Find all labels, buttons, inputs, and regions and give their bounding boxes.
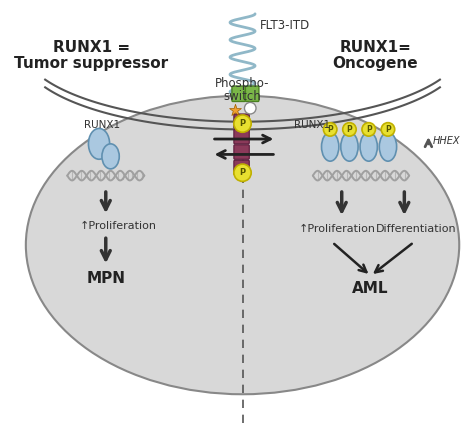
FancyBboxPatch shape bbox=[246, 86, 259, 102]
Text: RUNX1: RUNX1 bbox=[83, 119, 120, 129]
FancyBboxPatch shape bbox=[234, 114, 249, 129]
FancyBboxPatch shape bbox=[234, 145, 249, 159]
Ellipse shape bbox=[341, 132, 358, 161]
Text: P: P bbox=[328, 125, 333, 134]
Text: FLT3-ITD: FLT3-ITD bbox=[260, 19, 310, 32]
Circle shape bbox=[343, 123, 356, 136]
Text: RUNX1 =: RUNX1 = bbox=[53, 40, 130, 55]
Text: ↑Proliferation: ↑Proliferation bbox=[80, 221, 157, 231]
Circle shape bbox=[381, 123, 395, 136]
Bar bbox=[14, 8, 471, 139]
Text: MPN: MPN bbox=[86, 271, 125, 286]
Text: P: P bbox=[366, 125, 372, 134]
Ellipse shape bbox=[321, 132, 339, 161]
Text: P: P bbox=[385, 125, 391, 134]
Circle shape bbox=[234, 164, 251, 181]
Text: AML: AML bbox=[352, 281, 389, 296]
Text: Oncogene: Oncogene bbox=[333, 56, 418, 72]
Text: Differentiation: Differentiation bbox=[375, 224, 456, 234]
Circle shape bbox=[323, 123, 337, 136]
Text: RUNX1=: RUNX1= bbox=[339, 40, 411, 55]
Text: ↑Proliferation: ↑Proliferation bbox=[299, 224, 375, 234]
Text: P: P bbox=[239, 168, 246, 177]
FancyBboxPatch shape bbox=[234, 129, 249, 144]
Circle shape bbox=[234, 115, 251, 132]
Ellipse shape bbox=[379, 132, 397, 161]
Ellipse shape bbox=[102, 144, 119, 169]
Ellipse shape bbox=[26, 95, 459, 394]
Circle shape bbox=[362, 123, 375, 136]
FancyBboxPatch shape bbox=[232, 86, 246, 102]
Text: switch: switch bbox=[224, 90, 261, 103]
Circle shape bbox=[245, 102, 256, 114]
Ellipse shape bbox=[89, 129, 109, 159]
Text: RUNX1: RUNX1 bbox=[293, 119, 330, 129]
Text: P: P bbox=[346, 125, 352, 134]
Point bbox=[231, 107, 238, 114]
Text: P: P bbox=[239, 119, 246, 128]
Text: Tumor suppressor: Tumor suppressor bbox=[14, 56, 168, 72]
Ellipse shape bbox=[360, 132, 377, 161]
Text: Phospho-: Phospho- bbox=[215, 77, 270, 90]
FancyBboxPatch shape bbox=[234, 160, 249, 175]
Text: HHEX: HHEX bbox=[433, 136, 461, 146]
